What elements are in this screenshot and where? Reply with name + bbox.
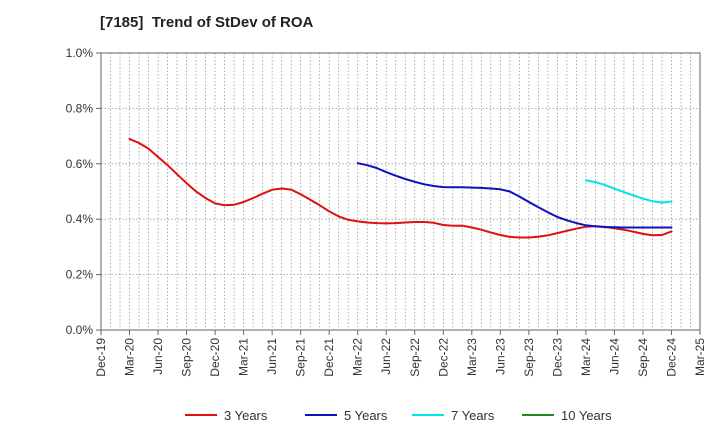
x-tick-label: Mar-24	[579, 338, 593, 376]
x-tick-label: Jun-24	[607, 338, 621, 375]
plot-border	[100, 52, 701, 331]
series-line-3-years	[128, 137, 673, 239]
x-tick-label: Dec-21	[322, 338, 336, 377]
series-line-7-years	[584, 179, 673, 204]
x-tick-label: Mar-23	[465, 338, 479, 376]
x-tick-label: Jun-21	[265, 338, 279, 375]
y-tick-label: 0.8%	[66, 101, 94, 115]
x-tick-label: Dec-19	[94, 338, 108, 377]
x-tick-label: Dec-22	[436, 338, 450, 377]
series-line-5-years	[356, 162, 673, 229]
x-tick-label: Mar-22	[351, 338, 365, 376]
y-tick-label: 0.2%	[66, 268, 94, 282]
x-tick-label: Mar-21	[237, 338, 251, 376]
legend-label-3-years: 3 Years	[224, 408, 268, 423]
plot-area	[101, 53, 700, 330]
y-tick-label: 0.0%	[66, 323, 94, 337]
chart-title: [7185] Trend of StDev of ROA	[100, 14, 314, 31]
y-tick-label: 1.0%	[66, 46, 94, 60]
x-tick-label: Dec-24	[664, 338, 678, 377]
legend: 3 Years 5 Years 7 Years 10 Years	[185, 408, 612, 423]
x-tick-label: Mar-20	[123, 338, 137, 376]
y-tick-label: 0.4%	[66, 212, 94, 226]
x-tick-label: Sep-23	[522, 338, 536, 377]
legend-label-5-years: 5 Years	[344, 408, 388, 423]
x-tick-label: Jun-20	[151, 338, 165, 375]
legend-label-10-years: 10 Years	[561, 408, 612, 423]
x-tick-label: Jun-22	[379, 338, 393, 375]
x-tick-label: Sep-22	[408, 338, 422, 377]
legend-label-7-years: 7 Years	[451, 408, 495, 423]
series	[128, 137, 673, 239]
grid	[101, 53, 700, 330]
x-tick-label: Jun-23	[493, 338, 507, 375]
axes: 0.0% 0.2% 0.4% 0.6% 0.8% 1.0% Dec-19 Mar-20 Jun-…	[66, 46, 707, 377]
x-tick-label: Sep-21	[294, 338, 308, 377]
x-tick-label: Dec-23	[550, 338, 564, 377]
x-tick-label: Sep-20	[180, 338, 194, 377]
x-tick-label: Dec-20	[208, 338, 222, 377]
x-tick-label: Mar-25	[693, 338, 707, 376]
x-tick-label: Sep-24	[636, 338, 650, 377]
y-tick-label: 0.6%	[66, 157, 94, 171]
